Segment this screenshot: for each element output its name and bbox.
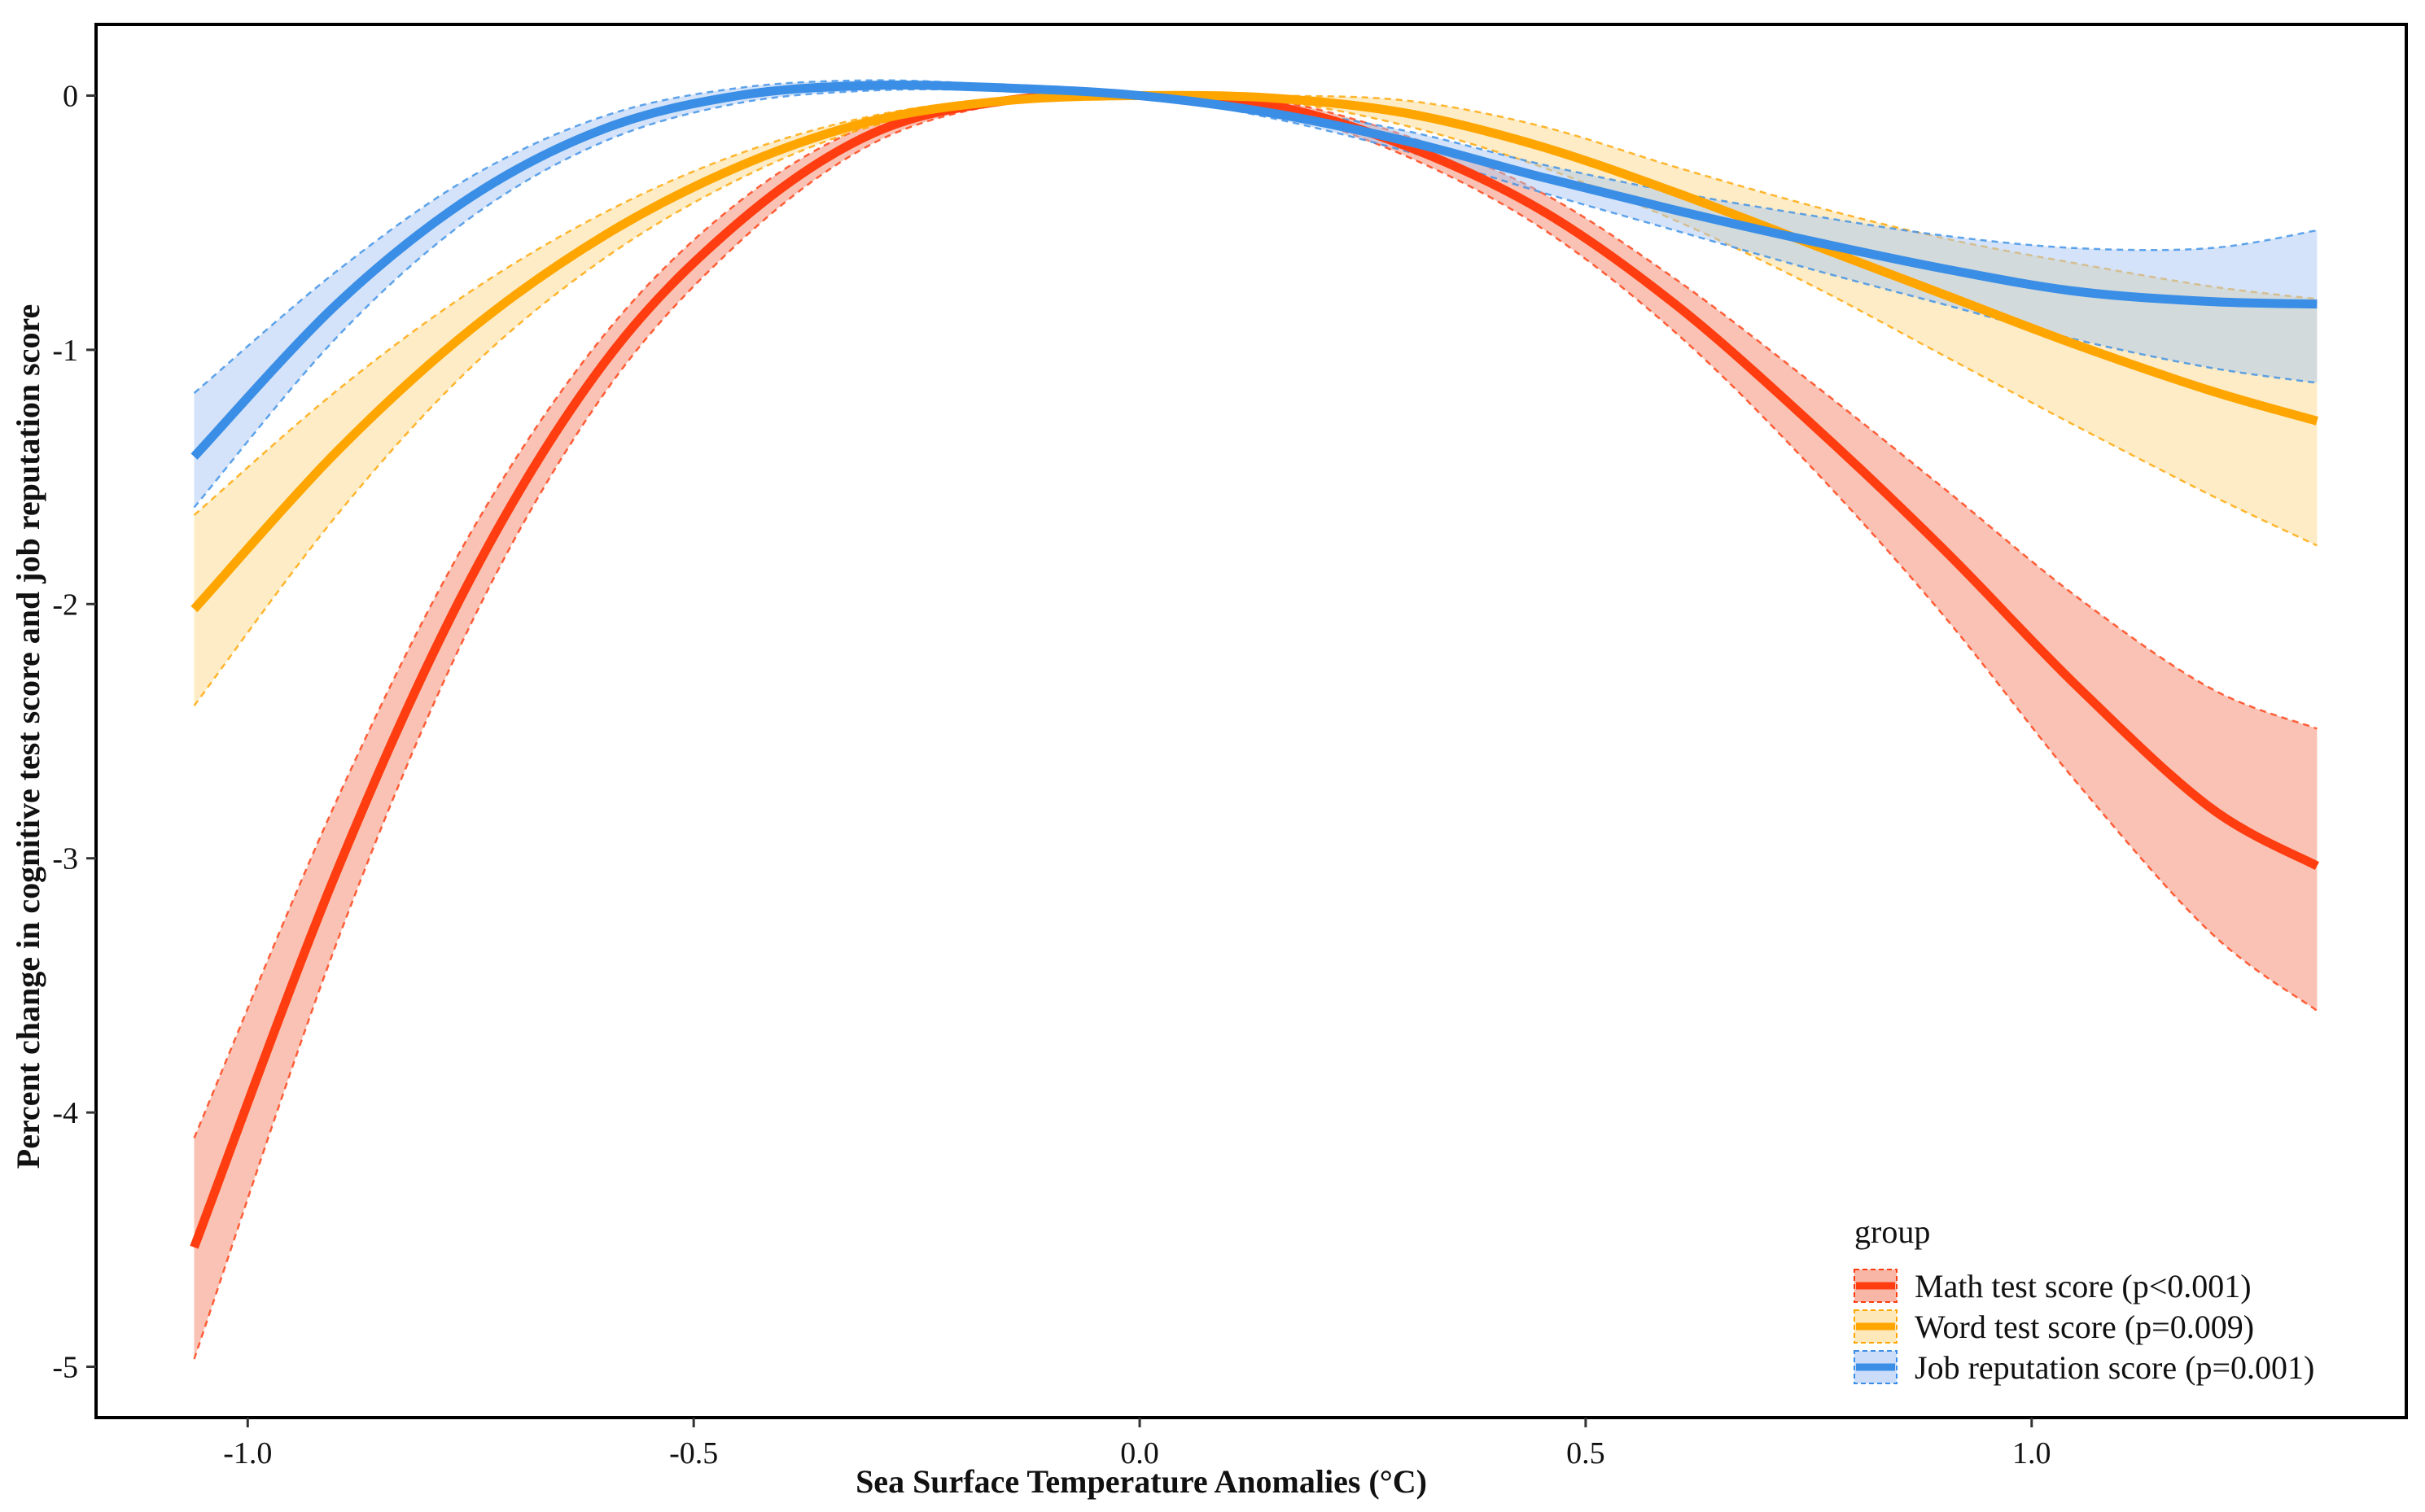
word-test-score-line — [190, 90, 2318, 613]
x-axis: -1.0 -0.5 0.0 0.5 1.0 — [223, 1418, 2051, 1470]
series-lines — [190, 81, 2320, 1249]
y-tick-label: -2 — [52, 588, 78, 622]
y-tick-label: 0 — [63, 79, 78, 113]
math-test-score-upper-bound — [193, 94, 2318, 1138]
x-tick-label: -1.0 — [223, 1436, 272, 1470]
x-axis-title: Sea Surface Temperature Anomalies (°C) — [856, 1463, 1427, 1500]
job-reputation-score-lower-bound — [193, 88, 2318, 509]
legend-item-word-test-score: Word test score (p=0.009) — [1854, 1309, 2254, 1345]
legend-label: Job reputation score (p=0.001) — [1915, 1349, 2314, 1386]
legend-item-job-reputation-score: Job reputation score (p=0.001) — [1854, 1349, 2314, 1386]
y-tick-label: -5 — [52, 1351, 78, 1385]
x-tick-label: -0.5 — [669, 1436, 718, 1470]
legend-title: group — [1854, 1213, 1930, 1250]
legend: group Math test score (p<0.001) Word test… — [1854, 1213, 2314, 1386]
legend-items: Math test score (p<0.001) Word test score… — [1854, 1268, 2314, 1386]
job-reputation-score-line — [190, 81, 2318, 460]
legend-label: Word test score (p=0.009) — [1915, 1309, 2254, 1345]
plot-frame — [94, 23, 2408, 1419]
math-test-score-band — [194, 94, 2318, 1360]
x-tick-label: 1.0 — [2012, 1436, 2051, 1470]
legend-item-math-test-score: Math test score (p<0.001) — [1854, 1268, 2252, 1304]
x-tick-label: 0.0 — [1120, 1436, 1159, 1470]
y-axis-title: Percent change in cognitive test score a… — [10, 304, 46, 1169]
y-tick-label: -1 — [52, 334, 78, 368]
x-tick-label: 0.5 — [1566, 1436, 1605, 1470]
y-tick-label: -4 — [52, 1096, 78, 1130]
legend-label: Math test score (p<0.001) — [1915, 1268, 2252, 1304]
y-tick-label: -3 — [52, 842, 78, 876]
y-axis: 0 -1 -2 -3 -4 -5 — [52, 79, 96, 1385]
